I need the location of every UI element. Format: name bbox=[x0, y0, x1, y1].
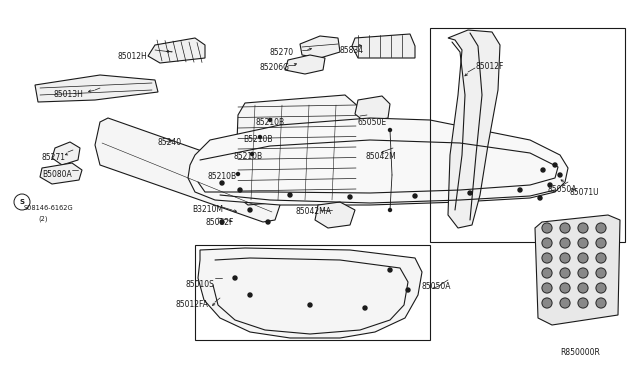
Circle shape bbox=[560, 298, 570, 308]
Circle shape bbox=[558, 173, 562, 177]
Polygon shape bbox=[315, 202, 355, 228]
Circle shape bbox=[553, 163, 557, 167]
Circle shape bbox=[388, 268, 392, 272]
Text: 85210B: 85210B bbox=[208, 172, 237, 181]
Circle shape bbox=[596, 223, 606, 233]
Polygon shape bbox=[95, 118, 280, 222]
Circle shape bbox=[348, 195, 352, 199]
Circle shape bbox=[578, 223, 588, 233]
Text: B5080A: B5080A bbox=[42, 170, 72, 179]
Circle shape bbox=[596, 253, 606, 263]
Circle shape bbox=[248, 208, 252, 212]
Circle shape bbox=[596, 283, 606, 293]
Polygon shape bbox=[198, 248, 422, 338]
Text: 85271: 85271 bbox=[42, 153, 66, 162]
Polygon shape bbox=[148, 38, 205, 63]
Circle shape bbox=[233, 276, 237, 280]
Text: 65050E: 65050E bbox=[358, 118, 387, 127]
Text: 85071U: 85071U bbox=[570, 188, 600, 197]
Text: 85042MA: 85042MA bbox=[295, 207, 331, 216]
Circle shape bbox=[578, 298, 588, 308]
Circle shape bbox=[548, 183, 552, 187]
Text: 85012FA: 85012FA bbox=[175, 300, 208, 309]
Text: R850000R: R850000R bbox=[560, 348, 600, 357]
Text: 85012H: 85012H bbox=[118, 52, 148, 61]
Text: 85206G: 85206G bbox=[260, 63, 290, 72]
Polygon shape bbox=[285, 55, 325, 74]
Circle shape bbox=[560, 223, 570, 233]
Circle shape bbox=[596, 298, 606, 308]
Polygon shape bbox=[188, 118, 568, 205]
Circle shape bbox=[220, 181, 224, 185]
Polygon shape bbox=[448, 30, 500, 228]
Circle shape bbox=[578, 238, 588, 248]
Circle shape bbox=[518, 188, 522, 192]
Circle shape bbox=[259, 135, 262, 138]
Circle shape bbox=[538, 196, 542, 200]
Circle shape bbox=[266, 220, 270, 224]
Circle shape bbox=[220, 220, 224, 224]
Circle shape bbox=[578, 253, 588, 263]
Circle shape bbox=[388, 208, 392, 212]
Circle shape bbox=[578, 283, 588, 293]
Text: S08146-6162G: S08146-6162G bbox=[24, 205, 74, 211]
Circle shape bbox=[468, 191, 472, 195]
Circle shape bbox=[388, 128, 392, 131]
Circle shape bbox=[250, 153, 253, 155]
Polygon shape bbox=[355, 96, 390, 122]
Circle shape bbox=[413, 194, 417, 198]
Circle shape bbox=[308, 303, 312, 307]
Polygon shape bbox=[352, 34, 415, 58]
Circle shape bbox=[237, 173, 239, 176]
Polygon shape bbox=[40, 163, 82, 184]
Circle shape bbox=[560, 268, 570, 278]
Text: 85240: 85240 bbox=[157, 138, 181, 147]
Text: (2): (2) bbox=[38, 215, 47, 221]
Circle shape bbox=[560, 253, 570, 263]
Text: B3210M: B3210M bbox=[192, 205, 223, 214]
Circle shape bbox=[542, 223, 552, 233]
Polygon shape bbox=[52, 142, 80, 165]
Circle shape bbox=[578, 268, 588, 278]
Circle shape bbox=[542, 283, 552, 293]
Circle shape bbox=[288, 193, 292, 197]
Text: 85834: 85834 bbox=[340, 46, 364, 55]
Text: 85050A: 85050A bbox=[548, 185, 577, 194]
Circle shape bbox=[596, 268, 606, 278]
Text: 85270: 85270 bbox=[270, 48, 294, 57]
Text: 85013H: 85013H bbox=[53, 90, 83, 99]
Circle shape bbox=[238, 188, 242, 192]
Circle shape bbox=[542, 253, 552, 263]
Text: 85010S: 85010S bbox=[185, 280, 214, 289]
Circle shape bbox=[596, 238, 606, 248]
Text: S: S bbox=[19, 199, 24, 205]
Polygon shape bbox=[35, 75, 158, 102]
Text: 85012F: 85012F bbox=[205, 218, 234, 227]
Circle shape bbox=[269, 119, 271, 122]
Text: B5210B: B5210B bbox=[243, 135, 273, 144]
Circle shape bbox=[542, 298, 552, 308]
Circle shape bbox=[560, 238, 570, 248]
Text: 85042M: 85042M bbox=[365, 152, 396, 161]
Polygon shape bbox=[235, 95, 360, 205]
Circle shape bbox=[248, 293, 252, 297]
Text: 85050A: 85050A bbox=[422, 282, 451, 291]
Text: 85210B: 85210B bbox=[255, 118, 284, 127]
Circle shape bbox=[541, 168, 545, 172]
Text: 85012F: 85012F bbox=[476, 62, 504, 71]
Text: 85210B: 85210B bbox=[233, 152, 262, 161]
Circle shape bbox=[542, 238, 552, 248]
Circle shape bbox=[542, 268, 552, 278]
Circle shape bbox=[406, 288, 410, 292]
Circle shape bbox=[363, 306, 367, 310]
Polygon shape bbox=[300, 36, 340, 58]
Polygon shape bbox=[535, 215, 620, 325]
Circle shape bbox=[560, 283, 570, 293]
